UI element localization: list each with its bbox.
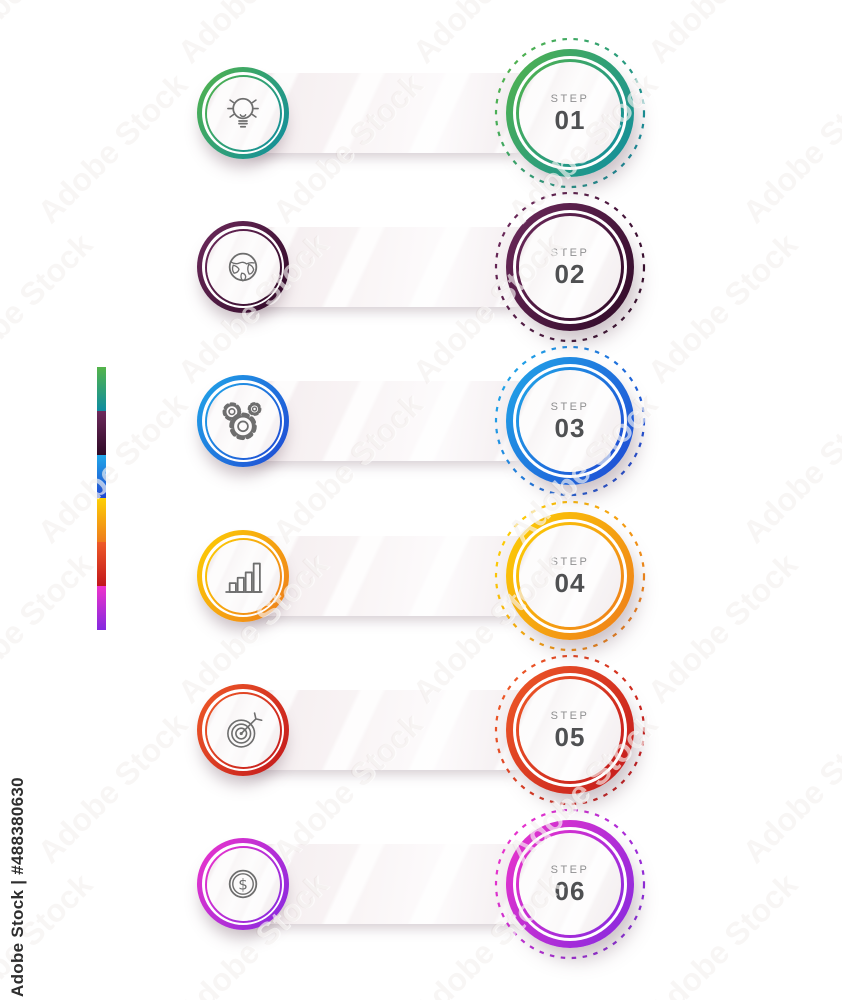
step-label: STEP bbox=[550, 864, 590, 876]
strip-segment-1 bbox=[97, 367, 106, 411]
step-circle: STEP 01 bbox=[506, 49, 634, 177]
step-bar bbox=[243, 690, 521, 770]
dashed-ring bbox=[494, 37, 646, 189]
strip-segment-4 bbox=[97, 498, 106, 543]
step-label: STEP bbox=[550, 93, 590, 105]
gears-icon bbox=[222, 402, 262, 441]
step-bar bbox=[243, 844, 521, 924]
step-label: STEP bbox=[550, 556, 590, 568]
step-number: 02 bbox=[554, 259, 586, 289]
bar-chart-icon bbox=[225, 562, 263, 593]
step-circle: STEP 05 bbox=[506, 666, 634, 794]
strip-segment-5 bbox=[97, 542, 106, 587]
globe-icon bbox=[228, 252, 258, 282]
icon-circle bbox=[197, 375, 289, 467]
step-number: 06 bbox=[554, 876, 586, 906]
dollar-glyph: $ bbox=[238, 875, 248, 893]
step-label: STEP bbox=[550, 710, 590, 722]
step-circle: STEP 03 bbox=[506, 357, 634, 485]
strip-segment-6 bbox=[97, 586, 106, 630]
step-label: STEP bbox=[550, 401, 590, 413]
step-label: STEP bbox=[550, 247, 590, 259]
step-number: 05 bbox=[554, 722, 586, 752]
icon-circle: $ bbox=[197, 838, 289, 930]
step-circle: STEP 06 bbox=[506, 820, 634, 948]
strip-segment-3 bbox=[97, 454, 106, 499]
dollar-icon: $ bbox=[228, 869, 258, 899]
strip-segment-2 bbox=[97, 410, 106, 455]
step-bar bbox=[243, 73, 521, 153]
step-number: 03 bbox=[554, 413, 586, 443]
dashed-ring bbox=[494, 191, 646, 343]
icon-circle bbox=[197, 221, 289, 313]
lightbulb-icon bbox=[227, 97, 259, 128]
step-number: 04 bbox=[554, 568, 586, 598]
dashed-ring bbox=[494, 500, 646, 652]
icon-circle bbox=[197, 684, 289, 776]
target-icon bbox=[227, 712, 263, 748]
dashed-ring bbox=[494, 654, 646, 806]
step-circle: STEP 02 bbox=[506, 203, 634, 331]
step-bar bbox=[243, 536, 521, 616]
step-bar bbox=[243, 227, 521, 307]
icon-circle bbox=[197, 67, 289, 159]
color-strip bbox=[97, 367, 106, 630]
dashed-ring bbox=[494, 345, 646, 497]
icon-circle bbox=[197, 530, 289, 622]
dashed-ring bbox=[494, 808, 646, 960]
step-bar bbox=[243, 381, 521, 461]
stock-id-label: Adobe Stock | #488380630 bbox=[8, 777, 27, 997]
step-circle: STEP 04 bbox=[506, 512, 634, 640]
step-number: 01 bbox=[554, 105, 586, 135]
